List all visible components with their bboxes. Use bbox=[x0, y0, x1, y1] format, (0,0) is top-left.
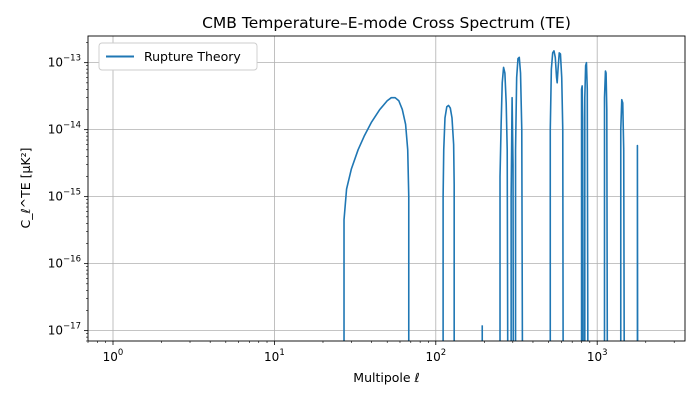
y-axis: 10−17 10−16 10−15 10−14 10−13 bbox=[48, 42, 88, 342]
legend: Rupture Theory bbox=[98, 42, 258, 71]
chart-title: CMB Temperature–E-mode Cross Spectrum (T… bbox=[202, 14, 571, 32]
series-line-segment bbox=[584, 61, 589, 342]
series-line-segment bbox=[619, 98, 625, 342]
series-line-segment bbox=[442, 104, 455, 341]
y-tick-label: 10−14 bbox=[48, 121, 81, 137]
series-layer bbox=[343, 50, 639, 342]
series-line-segment bbox=[580, 85, 584, 342]
y-axis-label: C_ℓ^TE [μK²] bbox=[18, 147, 33, 228]
series-line-segment bbox=[510, 96, 515, 342]
x-tick-label: 101 bbox=[264, 348, 285, 364]
x-tick-label: 102 bbox=[425, 348, 446, 364]
legend-label-rupture-theory: Rupture Theory bbox=[144, 49, 241, 64]
x-tick-label: 103 bbox=[587, 348, 608, 364]
y-tick-label: 10−13 bbox=[48, 54, 81, 70]
series-line-segment bbox=[514, 56, 524, 342]
x-axis: 100 101 102 103 bbox=[87, 341, 675, 364]
plot-frame bbox=[87, 35, 686, 342]
y-tick-label: 10−15 bbox=[48, 188, 81, 204]
series-line-segment bbox=[603, 70, 609, 342]
x-tick-label: 100 bbox=[103, 348, 124, 364]
y-tick-label: 10−16 bbox=[48, 255, 81, 271]
series-line-segment bbox=[343, 96, 410, 341]
y-axis-label-group: C_ℓ^TE [μK²] bbox=[18, 147, 33, 228]
x-axis-label: Multipole ℓ bbox=[353, 370, 419, 385]
series-line-segment bbox=[549, 50, 564, 342]
y-tick-label: 10−17 bbox=[48, 322, 81, 338]
legend-box bbox=[98, 42, 258, 71]
series-line-segment bbox=[499, 66, 509, 342]
